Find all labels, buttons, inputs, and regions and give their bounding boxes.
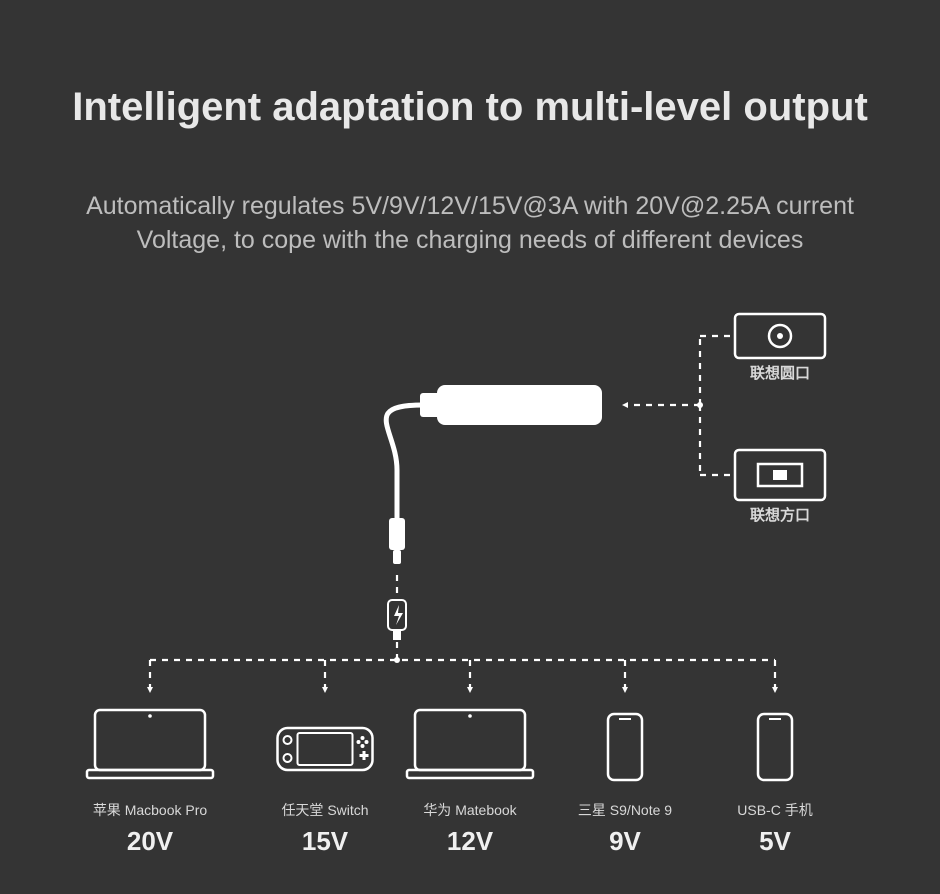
junction-dot-right <box>697 402 703 408</box>
device-icon <box>87 710 213 778</box>
lightning-plug-icon <box>388 600 406 640</box>
junction-dot-branch <box>394 657 400 663</box>
device-voltage: 9V <box>609 826 641 856</box>
device-label: 苹果 Macbook Pro <box>93 802 208 818</box>
device-label: 三星 S9/Note 9 <box>578 802 672 818</box>
adapter-icon <box>386 385 602 564</box>
port-round-icon <box>735 314 825 358</box>
device-voltage: 20V <box>127 826 174 856</box>
device-voltage: 15V <box>302 826 349 856</box>
device-label: USB-C 手机 <box>737 802 812 818</box>
device-label: 任天堂 Switch <box>281 802 368 818</box>
port-square-icon <box>735 450 825 500</box>
device-icon <box>608 714 642 780</box>
port-round-label: 联想圆口 <box>750 364 810 382</box>
port-square-label: 联想方口 <box>750 506 810 524</box>
diagram-svg: 联想圆口 联想方口 苹果 Macbook Pro 20V 任天堂 Switch 15V… <box>0 0 940 894</box>
device-icon <box>758 714 792 780</box>
branch-line <box>150 642 775 660</box>
device-icon <box>278 728 373 770</box>
device-icon <box>407 710 533 778</box>
device-voltage: 5V <box>759 826 791 856</box>
device-label: 华为 Matebook <box>423 802 517 818</box>
device-voltage: 12V <box>447 826 494 856</box>
connector-right <box>625 336 730 475</box>
